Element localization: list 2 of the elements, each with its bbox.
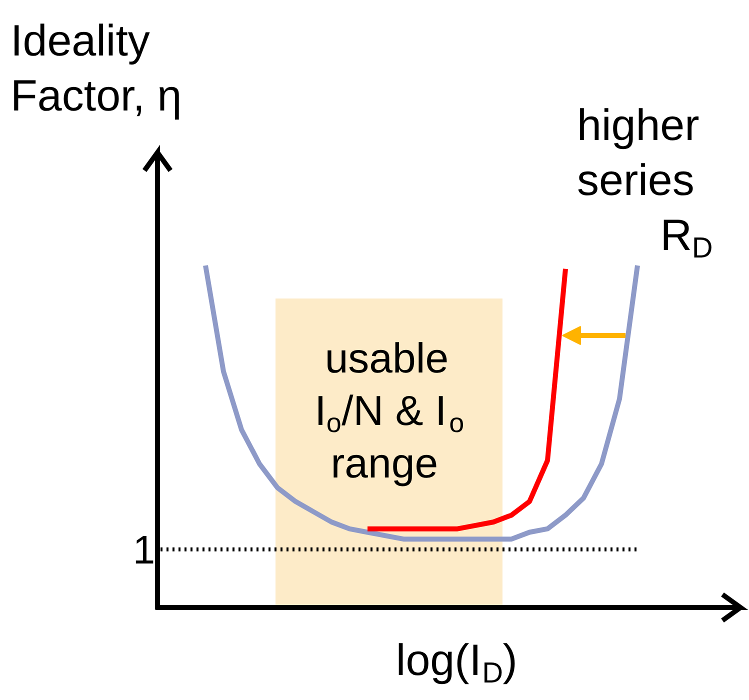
text: 1	[132, 528, 156, 572]
y-axis-title: Ideality Factor, η	[10, 16, 182, 120]
